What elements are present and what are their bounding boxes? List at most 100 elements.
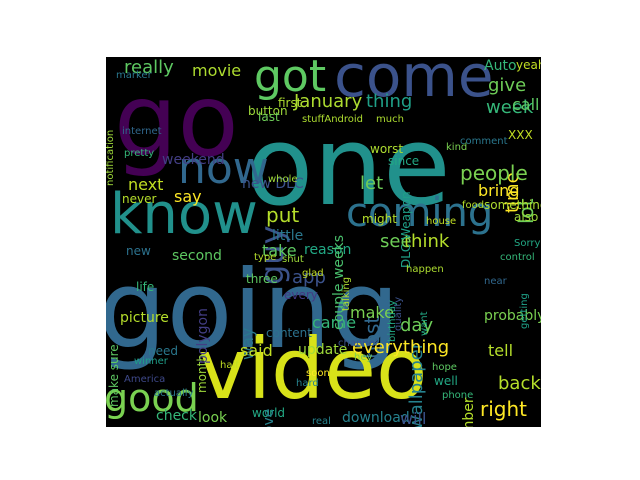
- word: let: [360, 173, 384, 194]
- word: world: [252, 406, 286, 420]
- word: call: [512, 95, 540, 114]
- word: Sorry: [514, 238, 541, 249]
- word: go: [114, 62, 239, 179]
- word: new: [126, 244, 151, 258]
- word: picture: [120, 310, 169, 326]
- word: well: [434, 374, 458, 388]
- word: hey: [354, 352, 373, 363]
- word: back: [498, 373, 541, 394]
- word: getting: [519, 292, 530, 329]
- word: second: [172, 248, 222, 264]
- word: also: [514, 210, 539, 224]
- word: near: [484, 276, 507, 287]
- word-cloud: going one video go come know got coming …: [106, 57, 541, 427]
- word: real: [312, 416, 331, 427]
- word: come: [334, 57, 494, 110]
- word: make sure: [107, 344, 121, 408]
- word: probably: [484, 308, 541, 324]
- word: half: [220, 360, 239, 371]
- word: control: [500, 252, 535, 263]
- word: now: [178, 143, 269, 194]
- word: week: [486, 97, 534, 118]
- word: people: [460, 161, 528, 185]
- word: month: [195, 353, 209, 393]
- word: whole: [268, 174, 298, 185]
- word: new DLC: [242, 176, 304, 192]
- word: DLC Weapon: [399, 191, 413, 268]
- word: happen: [406, 264, 444, 275]
- word: talking: [341, 276, 352, 311]
- word: three: [246, 272, 278, 286]
- word: yeah: [516, 58, 541, 72]
- word: January: [294, 91, 363, 112]
- word: soon: [306, 368, 330, 379]
- word: hope: [432, 362, 457, 373]
- word: really: [124, 57, 174, 78]
- word: one: [246, 102, 451, 230]
- word: XXX: [508, 128, 533, 142]
- word: look: [198, 410, 228, 426]
- word: put: [266, 203, 300, 227]
- word: day: [400, 315, 434, 336]
- word: make: [350, 303, 394, 322]
- word: everything: [352, 337, 450, 358]
- word: shut: [282, 254, 304, 265]
- word: right: [480, 397, 527, 421]
- word: never: [122, 192, 157, 206]
- word: take: [262, 241, 297, 260]
- word: know: [110, 182, 258, 247]
- word: America: [124, 374, 166, 385]
- word: say: [174, 187, 202, 206]
- word: might: [362, 212, 397, 226]
- word: next: [128, 175, 164, 194]
- word: number: [461, 397, 477, 427]
- word: weekend: [162, 152, 225, 168]
- word: kind: [446, 142, 468, 153]
- word: app: [292, 267, 326, 288]
- word: tell: [488, 341, 514, 360]
- word: button: [248, 104, 288, 118]
- word: internet: [122, 126, 162, 137]
- word: will: [400, 409, 427, 427]
- word: winner: [134, 356, 168, 367]
- word: need: [148, 344, 178, 358]
- word: update: [298, 342, 348, 358]
- word: marker: [116, 70, 152, 81]
- word: movie: [192, 61, 242, 80]
- word: food: [462, 200, 485, 211]
- word: reason: [304, 242, 352, 258]
- word: thing: [366, 91, 413, 112]
- word: going: [106, 248, 400, 373]
- word: give: [488, 75, 527, 96]
- word: Auto: [484, 58, 517, 74]
- word: something: [484, 198, 541, 212]
- word: much: [376, 114, 404, 125]
- word: download: [342, 410, 410, 426]
- word: life: [136, 280, 155, 294]
- word: said: [240, 341, 273, 360]
- word: notification: [106, 129, 116, 186]
- word: house: [426, 216, 457, 227]
- word: glad: [302, 268, 324, 279]
- word: every: [284, 288, 318, 302]
- word: phone: [442, 390, 474, 401]
- word: stuffAndroid: [302, 114, 364, 125]
- word: comment: [460, 136, 508, 147]
- word: check: [156, 408, 197, 424]
- word: first: [278, 96, 302, 110]
- word: last: [258, 110, 280, 124]
- word: little: [272, 228, 304, 244]
- word: worst: [370, 142, 404, 156]
- word: good: [106, 376, 199, 420]
- word: pretty: [124, 148, 155, 159]
- word: got: [254, 57, 327, 102]
- word: love: [261, 409, 277, 427]
- word: channel: [338, 338, 378, 349]
- word: content: [266, 326, 312, 340]
- word: bring: [478, 181, 520, 200]
- word: since: [388, 154, 420, 168]
- word: type: [254, 252, 277, 263]
- word: came: [312, 313, 357, 332]
- word: see: [380, 231, 412, 252]
- word: coming: [346, 190, 494, 236]
